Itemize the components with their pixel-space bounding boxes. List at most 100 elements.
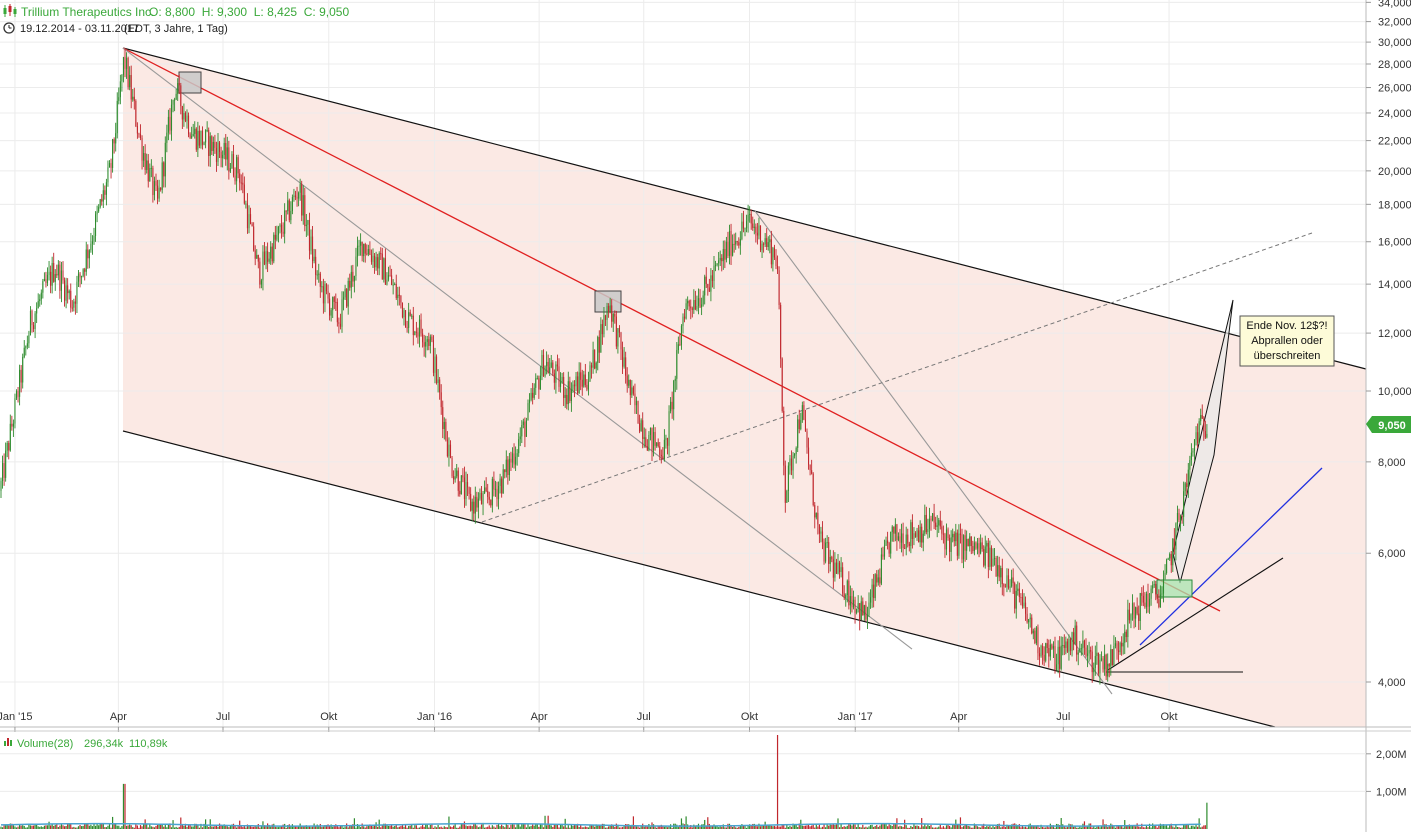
candle-body [541, 354, 543, 376]
grey-trendline-2 [754, 210, 1113, 695]
volume-bar [877, 826, 879, 829]
candle-body [313, 256, 315, 262]
volume-bar [990, 827, 993, 829]
candle-body [680, 325, 682, 345]
volume-bar [1142, 827, 1144, 829]
volume-bar [890, 825, 892, 829]
candle-body [253, 226, 255, 251]
candle-body [99, 199, 101, 208]
candle-body [617, 328, 619, 347]
candle-body [158, 187, 160, 199]
volume-bar [195, 823, 197, 829]
candle-body [493, 478, 495, 490]
volume-bar [851, 825, 853, 829]
candle-body [756, 232, 758, 236]
volume-bar [811, 825, 813, 829]
candle-body [214, 141, 216, 148]
x-tick-label: Okt [320, 711, 337, 723]
volume-bar [105, 827, 107, 829]
candle-body [3, 463, 5, 478]
candle-body [984, 546, 986, 566]
candle-body [863, 605, 865, 616]
volume-bar [570, 824, 572, 829]
volume-bar [403, 826, 405, 829]
candle-body [674, 378, 676, 381]
candle-body [1090, 650, 1092, 652]
volume-bar [293, 826, 295, 829]
volume-bar [1167, 827, 1169, 829]
volume-bar [462, 824, 464, 829]
candle-body [254, 250, 256, 259]
volume-bar [372, 826, 374, 829]
volume-bar [62, 825, 64, 829]
volume-bar [119, 827, 121, 829]
candle-body [808, 447, 810, 465]
candle-body [1009, 586, 1011, 588]
candle-body [307, 220, 309, 225]
volume-bar [409, 825, 411, 829]
annotation-line-3: überschreiten [1254, 350, 1321, 362]
candle-body [735, 240, 737, 245]
candle-body [1187, 469, 1189, 488]
y-tick-label: 34,000 [1378, 0, 1411, 9]
candle-body [924, 514, 926, 534]
candle-body [1059, 646, 1061, 669]
candle-body [758, 225, 760, 236]
candle-body [608, 306, 610, 313]
volume-bar [152, 826, 154, 829]
volume-bar [256, 826, 258, 829]
candle-body [293, 195, 295, 198]
candle-body [387, 275, 390, 280]
candle-body [1069, 638, 1072, 651]
volume-bar [228, 827, 230, 829]
volume-bar [1104, 824, 1106, 829]
volume-bar [623, 825, 625, 829]
volume-bar [947, 824, 949, 829]
volume-bar [817, 826, 819, 829]
volume-bar [1046, 825, 1048, 829]
volume-bar [1066, 827, 1068, 829]
candle-body [963, 535, 965, 560]
volume-bar [215, 825, 218, 829]
candle-body [998, 565, 1000, 578]
volume-bar [63, 826, 66, 829]
candle-body [1138, 613, 1140, 621]
candle-body [437, 379, 439, 383]
candle-body [397, 294, 399, 299]
candle-body [744, 228, 746, 230]
volume-bar [501, 824, 503, 829]
candle-body [970, 536, 972, 546]
candle-body [54, 274, 56, 282]
volume-bar [453, 825, 455, 829]
volume-bar [1093, 825, 1095, 829]
candle-body [166, 132, 168, 143]
volume-bar [175, 826, 177, 829]
candle-body [139, 134, 142, 138]
candle-body [369, 249, 371, 255]
candle-body [90, 243, 92, 251]
candle-body [1118, 650, 1120, 653]
volume-bar [1020, 827, 1022, 829]
volume-bar [1074, 825, 1076, 829]
volume-bar [989, 824, 991, 829]
candle-body [487, 491, 489, 497]
volume-bar [969, 826, 971, 829]
volume-bar [873, 826, 875, 829]
candle-body [322, 286, 324, 304]
candle-body [378, 253, 380, 269]
volume-bar [671, 827, 673, 829]
candle-body [211, 136, 213, 151]
volume-bar [719, 826, 721, 829]
candle-body [532, 392, 534, 398]
candle-body [663, 439, 665, 459]
volume-bar [756, 826, 758, 829]
volume-bar [415, 825, 417, 829]
candle-body [1167, 558, 1169, 560]
candle-body [581, 379, 583, 387]
y-tick-label: 30,000 [1378, 37, 1411, 49]
candle-body [350, 271, 352, 288]
volume-bar [736, 827, 738, 829]
volume-bar [1073, 826, 1075, 829]
volume-bar [794, 824, 796, 829]
volume-bar [865, 826, 867, 829]
